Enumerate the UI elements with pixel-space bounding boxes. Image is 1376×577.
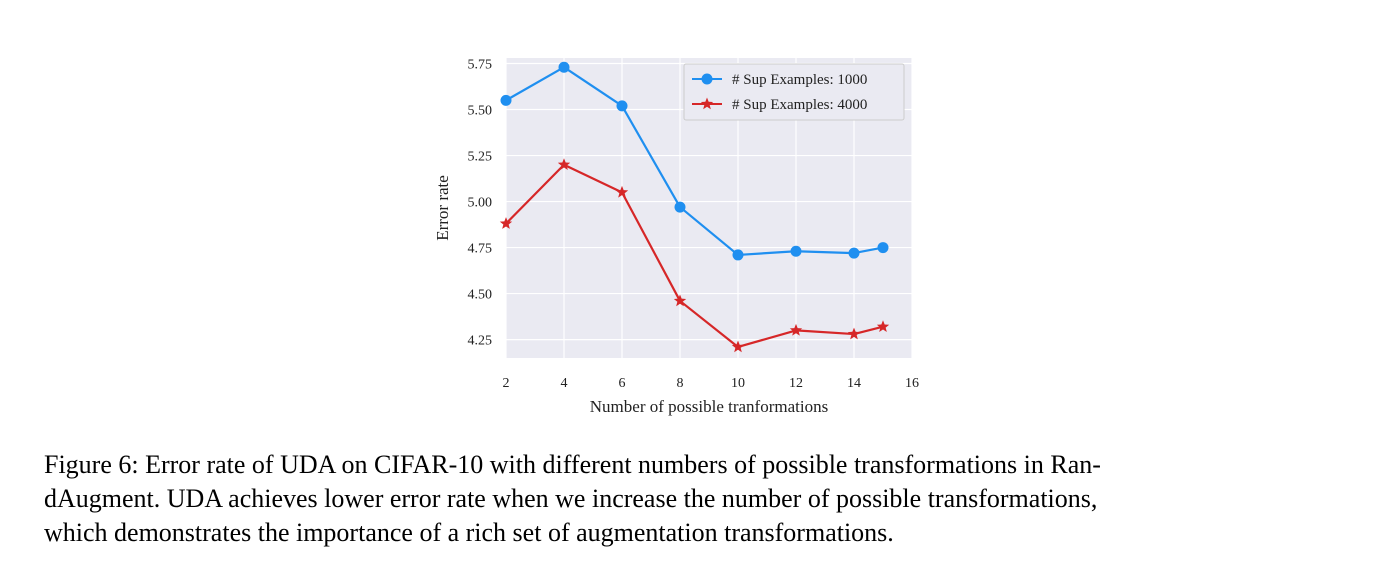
data-point xyxy=(789,323,803,336)
data-point xyxy=(848,247,860,259)
y-tick-label: 5.50 xyxy=(468,104,493,119)
error-rate-chart: 2 4 6 8 10 12 14 16 4.25 4.50 4.75 5.00 5.25 5.50 5.7… xyxy=(433,58,920,416)
data-point xyxy=(731,340,745,353)
series-line-1 xyxy=(505,163,884,349)
x-axis-label: Number of possible tranformations xyxy=(590,397,828,416)
legend: # Sup Examples: 1000 # Sup Examples: 400… xyxy=(683,63,905,121)
y-tick-labels: 4.25 4.50 4.75 5.00 5.25 5.50 5.75 xyxy=(468,58,493,349)
legend-marker-shape xyxy=(701,73,713,85)
y-axis-label: Error rate xyxy=(433,175,452,241)
data-point xyxy=(616,100,628,112)
data-point xyxy=(615,185,629,198)
legend-box xyxy=(683,63,905,121)
y-tick-label: 5.00 xyxy=(468,196,493,211)
data-point xyxy=(674,201,686,213)
data-point xyxy=(847,327,861,340)
figure-caption: Figure 6: Error rate of UDA on CIFAR-10 … xyxy=(44,448,1344,550)
x-tick-label: 2 xyxy=(503,376,510,391)
series-0 xyxy=(500,61,889,261)
caption-line-3: which demonstrates the importance of a r… xyxy=(44,518,894,547)
x-tick-label: 10 xyxy=(731,376,745,391)
series-layer xyxy=(499,61,890,353)
x-tick-label: 14 xyxy=(847,376,861,391)
x-tick-label: 16 xyxy=(905,376,919,391)
x-tick-label: 8 xyxy=(677,376,684,391)
series-line-0 xyxy=(505,66,884,257)
data-point xyxy=(500,94,512,106)
caption-line-2: dAugment. UDA achieves lower error rate … xyxy=(44,484,1098,513)
data-point xyxy=(790,245,802,257)
data-point xyxy=(876,320,890,332)
y-tick-label: 4.75 xyxy=(468,242,493,257)
x-tick-label: 4 xyxy=(561,376,568,391)
legend-marker-sup-4000 xyxy=(700,97,714,110)
data-point xyxy=(499,217,513,229)
series-1 xyxy=(499,158,890,353)
data-point xyxy=(557,158,571,171)
legend-marker-sup-1000 xyxy=(701,73,713,85)
legend-marker-shape xyxy=(700,97,714,110)
y-tick-label: 4.50 xyxy=(468,288,493,303)
data-point xyxy=(673,294,687,307)
legend-label-sup-4000: # Sup Examples: 4000 xyxy=(732,97,867,113)
x-tick-labels: 2 4 6 8 10 12 14 16 xyxy=(503,376,920,391)
x-tick-label: 6 xyxy=(619,376,626,391)
data-point xyxy=(732,249,744,261)
data-point xyxy=(558,61,570,73)
legend-label-sup-1000: # Sup Examples: 1000 xyxy=(732,72,867,88)
caption-line-1: Figure 6: Error rate of UDA on CIFAR-10 … xyxy=(44,450,1101,479)
y-tick-label: 5.75 xyxy=(468,58,493,73)
data-point xyxy=(877,242,889,254)
x-tick-label: 12 xyxy=(789,376,803,391)
y-tick-label: 4.25 xyxy=(468,334,493,349)
y-tick-label: 5.25 xyxy=(468,150,493,165)
